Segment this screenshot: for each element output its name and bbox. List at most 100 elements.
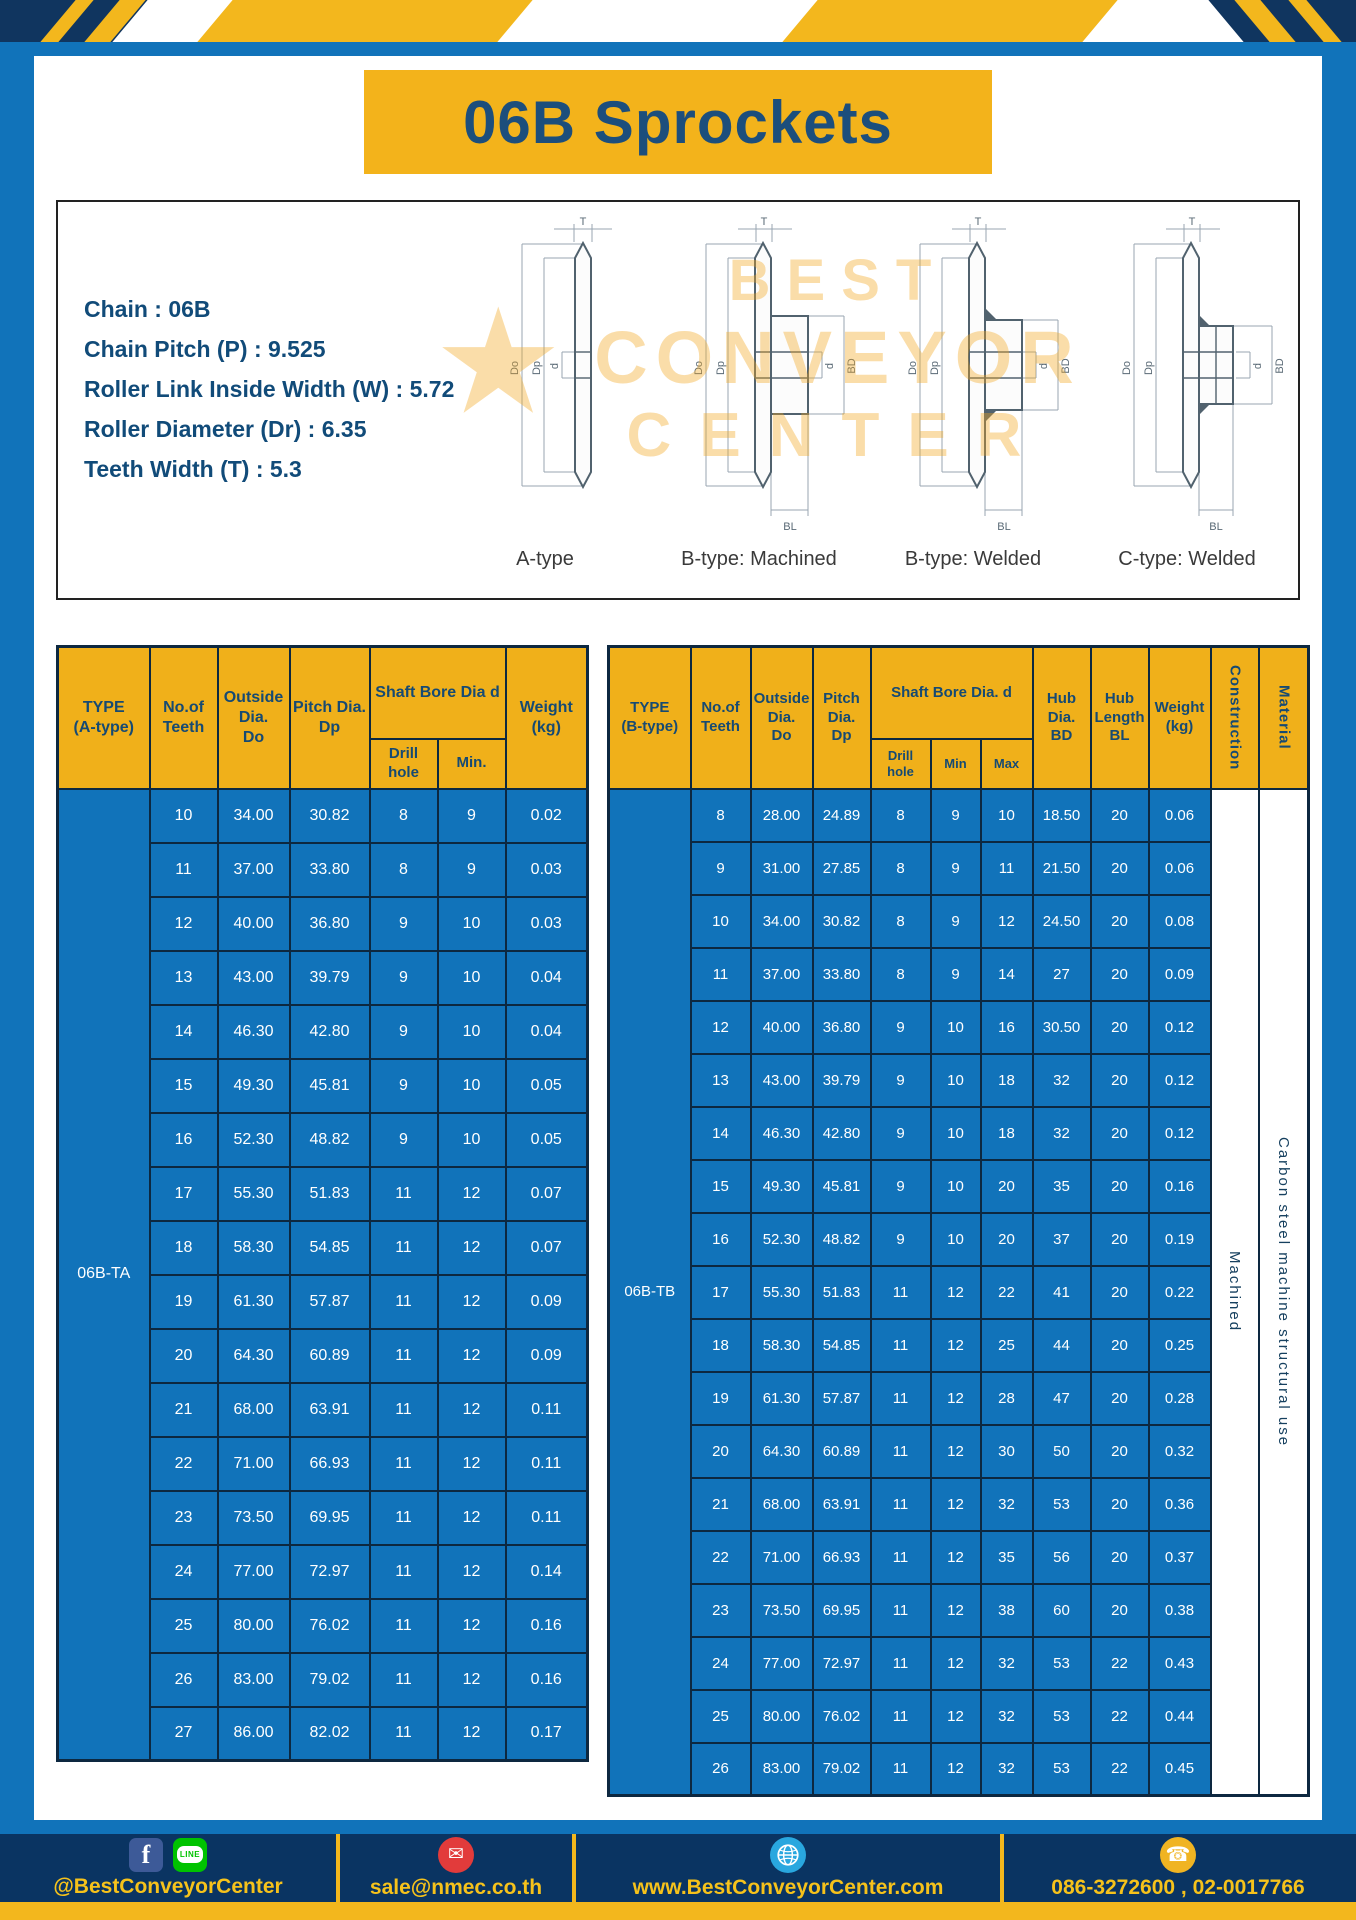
dim-label-d: d	[1038, 363, 1050, 369]
table-cell: 0.05	[504, 1057, 589, 1114]
table-cell: 18	[979, 1052, 1034, 1108]
table-cell: 21.50	[1031, 840, 1092, 896]
table-cell: 76.02	[288, 1597, 371, 1654]
table-cell: 12	[436, 1705, 507, 1762]
table-cell: 69.95	[811, 1582, 872, 1638]
col-header-shaft-bore: Shaft Bore Dia. d	[869, 645, 1034, 740]
email-address: sale@nmec.co.th	[369, 1875, 543, 1899]
table-cell: 22	[979, 1264, 1034, 1320]
table-cell: 12	[929, 1370, 982, 1426]
table-cell: 12	[929, 1317, 982, 1373]
table-cell: 47	[1031, 1370, 1092, 1426]
page-title: 06B Sprockets	[463, 88, 893, 156]
table-cell: 14	[148, 1003, 219, 1060]
table-cell: 32	[979, 1635, 1034, 1691]
table-cell: 63.91	[288, 1381, 371, 1438]
table-cell: 28.00	[749, 787, 814, 843]
table-cell: 10	[929, 1158, 982, 1214]
table-cell: 30.50	[1031, 999, 1092, 1055]
table-cell: 13	[689, 1052, 752, 1108]
table-cell: 0.11	[504, 1489, 589, 1546]
table-cell: 27	[148, 1705, 219, 1762]
table-row: 14 46.30 42.80 9 10 0.04	[58, 1003, 589, 1060]
table-row: 20 64.30 60.89 11 12 0.09	[58, 1327, 589, 1384]
table-cell: 10	[436, 895, 507, 952]
col-header-weight: Weight (kg)	[1147, 645, 1212, 790]
table-cell: 16	[979, 999, 1034, 1055]
table-cell: 34.00	[216, 787, 291, 844]
table-cell: 24	[148, 1543, 219, 1600]
spec-line: Roller Link Inside Width (W) : 5.72	[84, 376, 455, 402]
table-cell: 20	[1089, 1105, 1150, 1161]
table-cell: 22	[148, 1435, 219, 1492]
table-cell: 10	[436, 1057, 507, 1114]
footer-email-section: ✉ sale@nmec.co.th	[336, 1834, 572, 1902]
table-cell: 12	[436, 1273, 507, 1330]
table-cell: 12	[979, 893, 1034, 949]
table-cell: 0.11	[504, 1381, 589, 1438]
table-cell: 51.83	[811, 1264, 872, 1320]
table-cell: 53	[1031, 1635, 1092, 1691]
table-cell: 0.12	[1147, 999, 1212, 1055]
table-cell: 9	[368, 1111, 439, 1168]
table-cell: 10	[929, 1052, 982, 1108]
table-cell: 48.82	[288, 1111, 371, 1168]
col-header-drill-hole: Drill hole	[869, 737, 932, 790]
table-cell: 24.89	[811, 787, 872, 843]
table-cell: 66.93	[811, 1529, 872, 1585]
footer: f LINE @BestConveyorCenter ✉ sale@nmec.c…	[0, 1834, 1356, 1902]
table-cell: 0.06	[1147, 787, 1212, 843]
table-cell: 35	[979, 1529, 1034, 1585]
table-cell: 44	[1031, 1317, 1092, 1373]
table-cell: 23	[148, 1489, 219, 1546]
table-cell: 10	[979, 787, 1034, 843]
drawing-caption: A-type	[516, 548, 574, 570]
table-cell: 20	[1089, 787, 1150, 843]
table-cell: 11	[869, 1264, 932, 1320]
table-cell: 8	[869, 840, 932, 896]
table-cell: 12	[689, 999, 752, 1055]
col-header-weight: Weight (kg)	[504, 645, 589, 790]
table-cell: 20	[1089, 1370, 1150, 1426]
title-banner: 06B Sprockets	[364, 70, 992, 174]
table-cell: 9	[869, 1052, 932, 1108]
dim-label-dp: Dp	[715, 361, 727, 375]
table-cell: 12	[929, 1635, 982, 1691]
table-cell: 71.00	[216, 1435, 291, 1492]
table-cell: 12	[929, 1264, 982, 1320]
col-header-teeth: No.of Teeth	[689, 645, 752, 790]
table-cell: 8	[869, 787, 932, 843]
sprocket-diagram-icon: T Do Dp d BD BL	[693, 216, 858, 533]
table-cell: 10	[436, 1111, 507, 1168]
table-cell: 64.30	[216, 1327, 291, 1384]
table-row: 24 77.00 72.97 11 12 0.14	[58, 1543, 589, 1600]
table-cell: 12	[436, 1165, 507, 1222]
table-cell: 25	[689, 1688, 752, 1744]
construction-cell-text: Machined	[1226, 1251, 1244, 1333]
table-cell: 11	[368, 1597, 439, 1654]
table-cell: 9	[869, 1158, 932, 1214]
table-cell: 0.05	[504, 1111, 589, 1168]
table-cell: 0.32	[1147, 1423, 1212, 1479]
table-cell: 27	[1031, 946, 1092, 1002]
table-cell: 11	[368, 1165, 439, 1222]
spec-line: Chain : 06B	[84, 296, 211, 322]
table-row: 25 80.00 76.02 11 12 32 53 22 0.44	[609, 1688, 1309, 1744]
table-cell: 20	[979, 1158, 1034, 1214]
spec-line: Teeth Width (T) : 5.3	[84, 456, 302, 482]
table-cell: 49.30	[749, 1158, 814, 1214]
table-cell: 61.30	[216, 1273, 291, 1330]
table-cell: 8	[869, 946, 932, 1002]
table-row: 21 68.00 63.91 11 12 32 53 20 0.36	[609, 1476, 1309, 1532]
dim-label-bl: BL	[783, 521, 796, 533]
globe-icon	[770, 1836, 806, 1873]
table-row: 11 37.00 33.80 8 9 14 27 20 0.09	[609, 946, 1309, 1002]
website-url: www.BestConveyorCenter.com	[632, 1875, 944, 1899]
table-cell: 0.04	[504, 949, 589, 1006]
table-row: 17 55.30 51.83 11 12 22 41 20 0.22	[609, 1264, 1309, 1320]
col-header-type: TYPE (B-type)	[607, 645, 692, 790]
table-cell: 20	[1089, 1476, 1150, 1532]
table-cell: 72.97	[288, 1543, 371, 1600]
table-cell: 9	[929, 946, 982, 1002]
dim-label-dp: Dp	[929, 361, 941, 375]
